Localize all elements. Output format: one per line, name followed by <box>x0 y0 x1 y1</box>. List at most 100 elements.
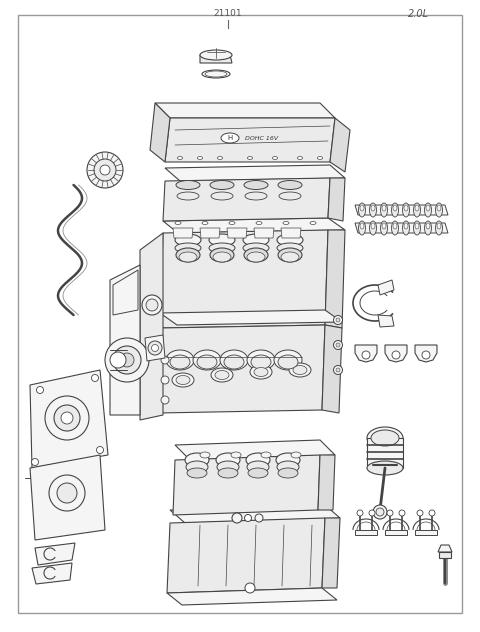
Ellipse shape <box>371 430 399 446</box>
Circle shape <box>399 510 405 516</box>
Circle shape <box>96 446 104 454</box>
Ellipse shape <box>251 355 271 369</box>
Ellipse shape <box>247 252 265 262</box>
Circle shape <box>369 510 375 516</box>
Polygon shape <box>158 325 325 413</box>
Ellipse shape <box>273 157 277 159</box>
Ellipse shape <box>281 252 299 262</box>
Circle shape <box>392 351 400 359</box>
Polygon shape <box>322 325 342 413</box>
Ellipse shape <box>210 181 234 190</box>
Ellipse shape <box>279 192 301 200</box>
Ellipse shape <box>437 205 441 211</box>
Polygon shape <box>150 103 170 162</box>
Ellipse shape <box>435 203 443 217</box>
Ellipse shape <box>298 157 302 159</box>
Polygon shape <box>227 228 247 238</box>
Ellipse shape <box>278 181 302 190</box>
Polygon shape <box>355 223 448 233</box>
Ellipse shape <box>217 157 223 159</box>
Circle shape <box>152 344 158 351</box>
Circle shape <box>161 396 169 404</box>
Polygon shape <box>155 103 335 118</box>
Ellipse shape <box>202 221 208 224</box>
Polygon shape <box>163 218 345 233</box>
Polygon shape <box>140 233 163 420</box>
Ellipse shape <box>248 468 268 478</box>
Polygon shape <box>367 438 403 468</box>
Text: 2.0L: 2.0L <box>408 9 429 19</box>
Ellipse shape <box>371 223 375 229</box>
Circle shape <box>87 152 123 188</box>
Ellipse shape <box>209 243 235 253</box>
Ellipse shape <box>413 203 420 217</box>
Circle shape <box>336 368 340 372</box>
Ellipse shape <box>178 157 182 159</box>
Ellipse shape <box>211 192 233 200</box>
Ellipse shape <box>360 223 364 229</box>
Polygon shape <box>318 455 335 510</box>
Circle shape <box>334 315 343 324</box>
Ellipse shape <box>413 221 420 235</box>
Polygon shape <box>163 178 330 221</box>
Polygon shape <box>145 335 165 361</box>
Ellipse shape <box>229 221 235 224</box>
Ellipse shape <box>403 221 409 235</box>
Ellipse shape <box>404 223 408 229</box>
Circle shape <box>36 387 44 394</box>
Polygon shape <box>355 530 377 535</box>
Ellipse shape <box>245 192 267 200</box>
Circle shape <box>334 365 343 375</box>
Ellipse shape <box>179 252 197 262</box>
Ellipse shape <box>371 205 375 211</box>
Ellipse shape <box>175 221 181 224</box>
Ellipse shape <box>209 234 235 246</box>
Polygon shape <box>281 228 301 238</box>
Circle shape <box>94 159 116 181</box>
Polygon shape <box>173 455 320 515</box>
Polygon shape <box>167 588 337 605</box>
Ellipse shape <box>197 355 217 369</box>
Polygon shape <box>165 165 345 181</box>
Ellipse shape <box>261 452 271 458</box>
Ellipse shape <box>215 370 229 379</box>
Circle shape <box>61 412 73 424</box>
Ellipse shape <box>243 234 269 246</box>
Circle shape <box>120 353 134 367</box>
Ellipse shape <box>244 181 268 190</box>
Ellipse shape <box>177 192 199 200</box>
Ellipse shape <box>382 205 386 211</box>
Ellipse shape <box>243 243 269 253</box>
Polygon shape <box>113 270 138 315</box>
Ellipse shape <box>293 365 307 375</box>
Polygon shape <box>170 505 340 523</box>
Circle shape <box>244 514 252 521</box>
Ellipse shape <box>276 453 300 467</box>
Polygon shape <box>330 118 350 172</box>
Circle shape <box>429 510 435 516</box>
Polygon shape <box>160 310 342 325</box>
Ellipse shape <box>193 350 221 370</box>
Polygon shape <box>167 518 325 593</box>
Ellipse shape <box>360 205 364 211</box>
Ellipse shape <box>392 221 398 235</box>
Ellipse shape <box>244 248 268 262</box>
Ellipse shape <box>172 373 194 387</box>
Polygon shape <box>328 178 345 221</box>
Polygon shape <box>110 265 140 415</box>
Circle shape <box>49 475 85 511</box>
Circle shape <box>357 510 363 516</box>
Ellipse shape <box>197 157 203 159</box>
Text: 21101: 21101 <box>214 9 242 18</box>
Ellipse shape <box>231 452 241 458</box>
Ellipse shape <box>392 203 398 217</box>
Ellipse shape <box>289 363 311 377</box>
Polygon shape <box>200 228 220 238</box>
Polygon shape <box>160 230 328 328</box>
Ellipse shape <box>424 221 432 235</box>
Ellipse shape <box>426 205 430 211</box>
Polygon shape <box>415 345 437 362</box>
Ellipse shape <box>415 205 419 211</box>
Ellipse shape <box>247 350 275 370</box>
Ellipse shape <box>310 221 316 224</box>
